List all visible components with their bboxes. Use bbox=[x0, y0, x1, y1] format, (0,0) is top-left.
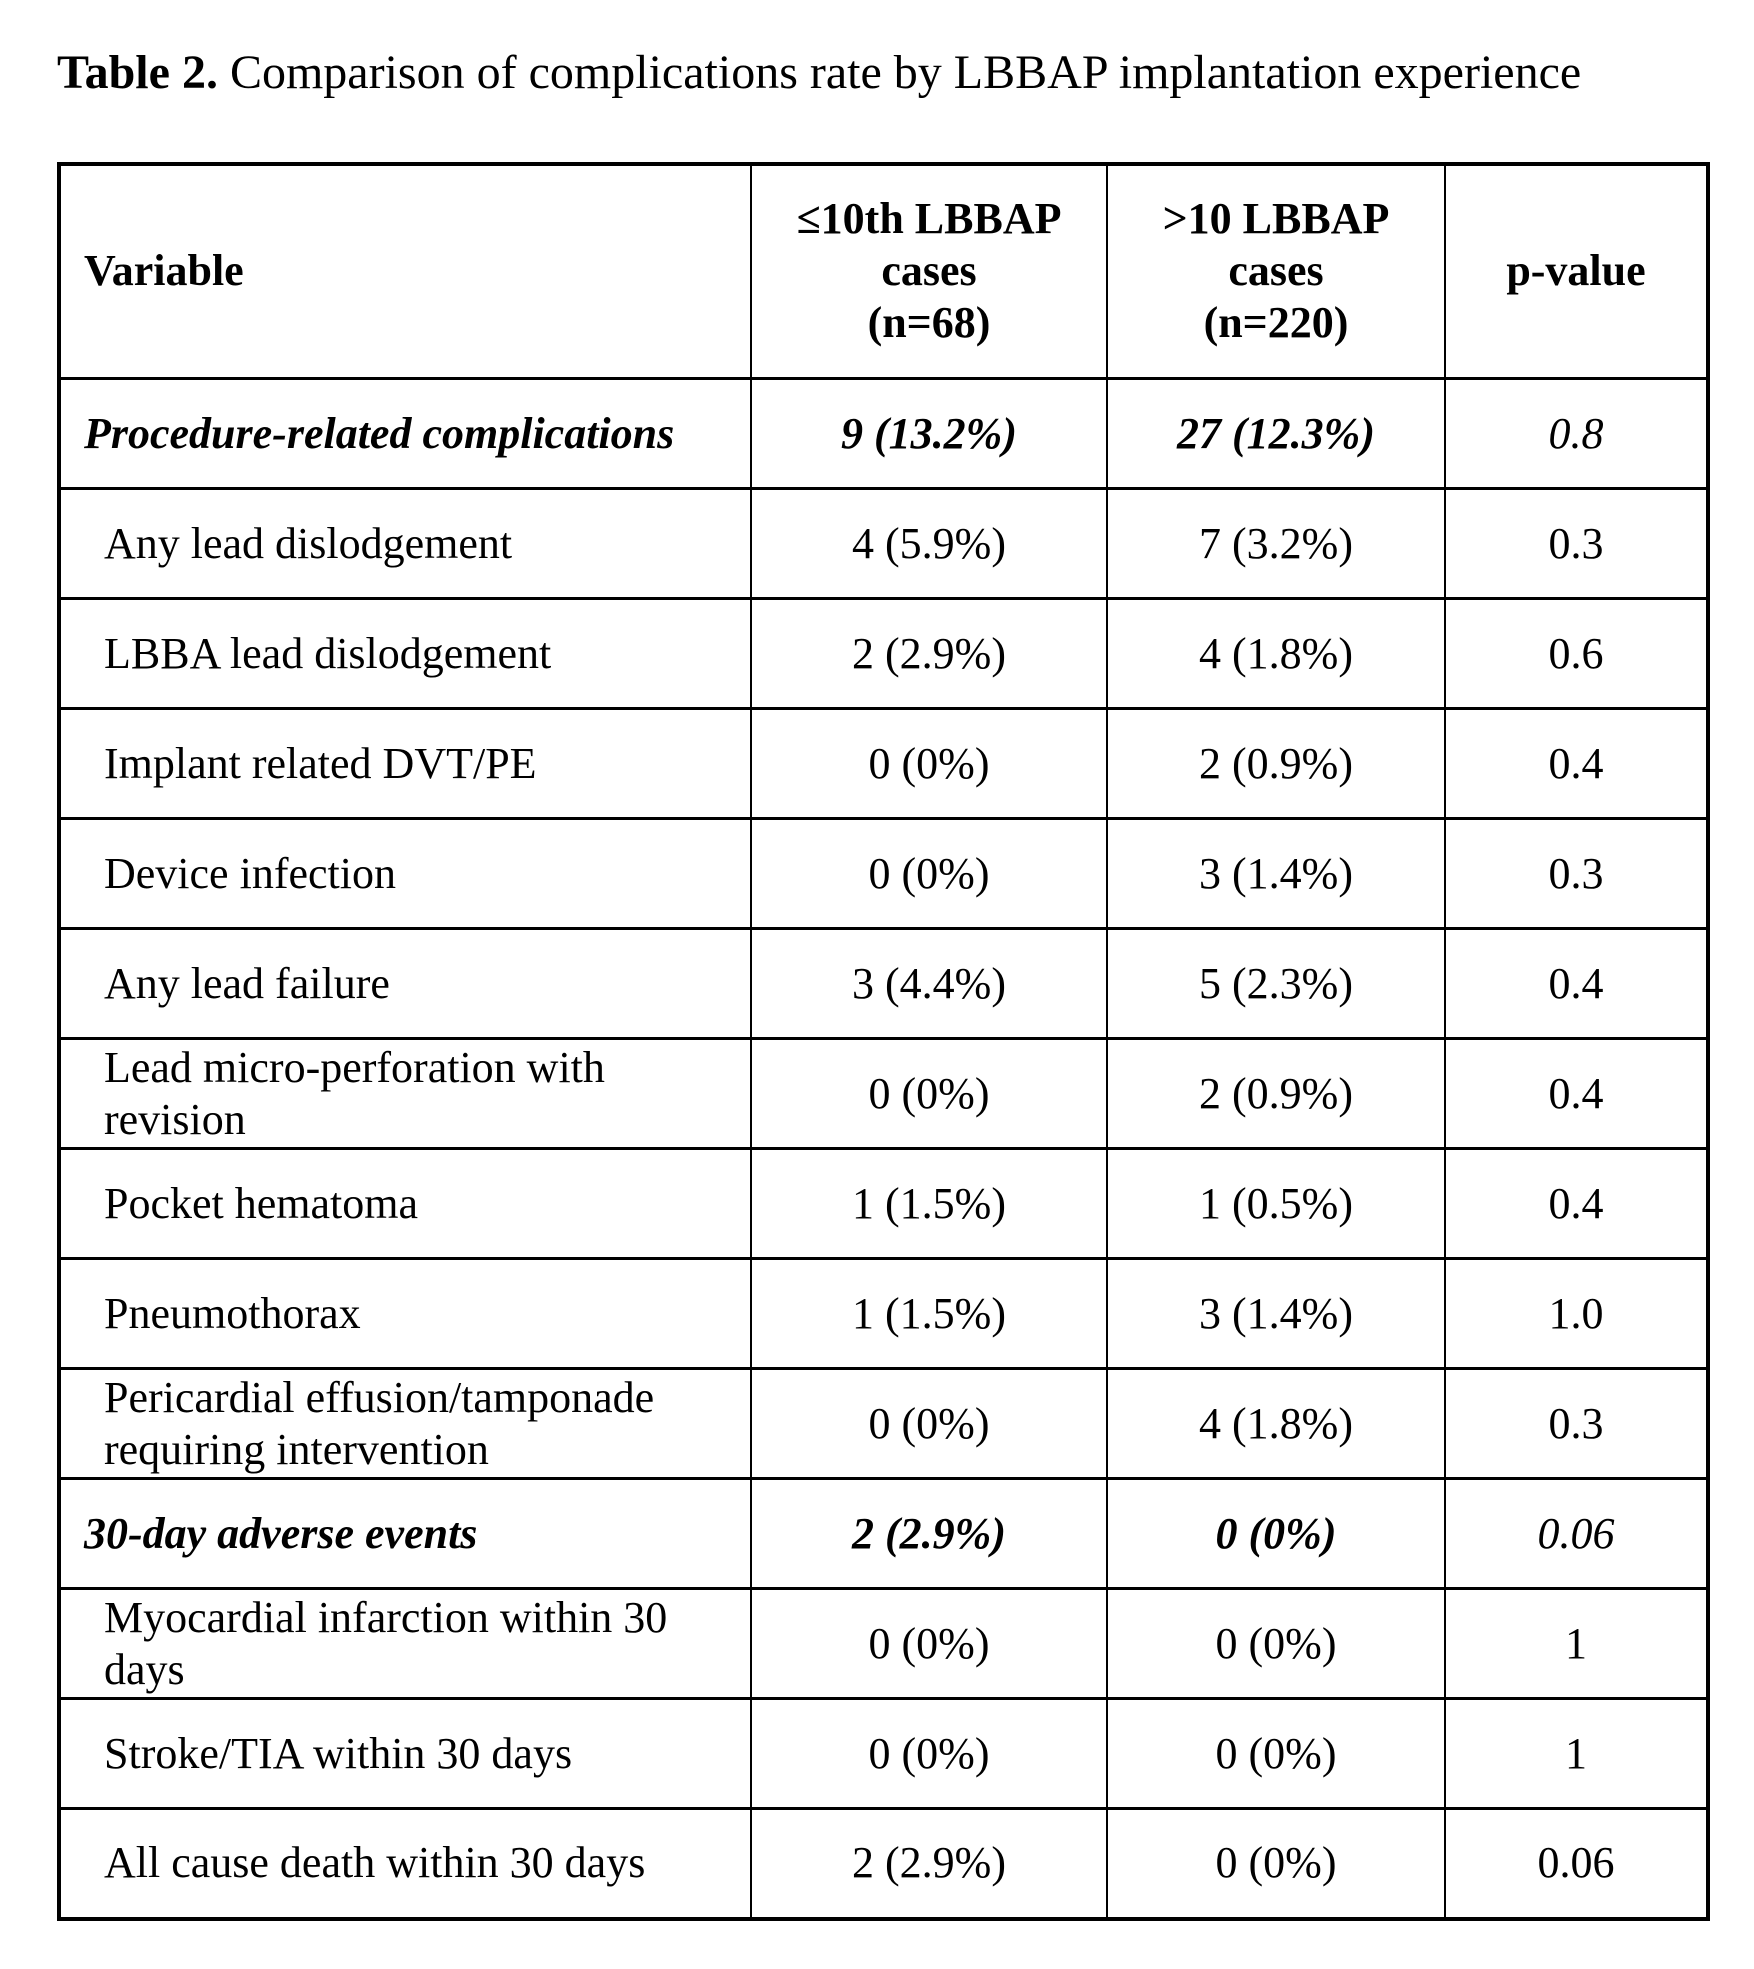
p-value-cell: 0.4 bbox=[1444, 1147, 1709, 1261]
row-any-lead-dislodgement: Any lead dislodgement 4 (5.9%) 7 (3.2%) … bbox=[58, 487, 1709, 601]
gt10-value-cell: 5 (2.3%) bbox=[1106, 927, 1446, 1041]
header-variable: Variable bbox=[58, 162, 752, 381]
variable-cell: Device infection bbox=[58, 817, 752, 931]
table-caption-label: Table 2. bbox=[57, 46, 218, 99]
row-lbba-lead-dislodgement: LBBA lead dislodgement 2 (2.9%) 4 (1.8%)… bbox=[58, 597, 1709, 711]
variable-cell: Stroke/TIA within 30 days bbox=[58, 1697, 752, 1811]
header-p-value: p-value bbox=[1444, 162, 1709, 381]
row-pocket-hematoma: Pocket hematoma 1 (1.5%) 1 (0.5%) 0.4 bbox=[58, 1147, 1709, 1261]
header-gt10-lbbap-cases: >10 LBBAP cases (n=220) bbox=[1106, 162, 1446, 381]
gt10-value-cell: 3 (1.4%) bbox=[1106, 817, 1446, 931]
variable-cell: Any lead failure bbox=[58, 927, 752, 1041]
p-value-cell: 1 bbox=[1444, 1587, 1709, 1701]
gt10-value-cell: 0 (0%) bbox=[1106, 1697, 1446, 1811]
row-any-lead-failure: Any lead failure 3 (4.4%) 5 (2.3%) 0.4 bbox=[58, 927, 1709, 1041]
le10-value-cell: 0 (0%) bbox=[750, 1037, 1108, 1151]
le10-value-cell: 0 (0%) bbox=[750, 817, 1108, 931]
row-pericardial-effusion-tamponade: Pericardial effusion/tamponade requiring… bbox=[58, 1367, 1709, 1481]
variable-cell: 30-day adverse events bbox=[58, 1477, 752, 1591]
le10-value-cell: 1 (1.5%) bbox=[750, 1147, 1108, 1261]
row-stroke-tia-within-30-days: Stroke/TIA within 30 days 0 (0%) 0 (0%) … bbox=[58, 1697, 1709, 1811]
gt10-value-cell: 2 (0.9%) bbox=[1106, 1037, 1446, 1151]
gt10-value-cell: 1 (0.5%) bbox=[1106, 1147, 1446, 1261]
p-value-cell: 0.3 bbox=[1444, 1367, 1709, 1481]
variable-cell: Any lead dislodgement bbox=[58, 487, 752, 601]
le10-value-cell: 1 (1.5%) bbox=[750, 1257, 1108, 1371]
gt10-value-cell: 4 (1.8%) bbox=[1106, 597, 1446, 711]
row-pneumothorax: Pneumothorax 1 (1.5%) 3 (1.4%) 1.0 bbox=[58, 1257, 1709, 1371]
table-caption: Table 2. Comparison of complications rat… bbox=[57, 44, 1712, 102]
p-value-cell: 1 bbox=[1444, 1697, 1709, 1811]
variable-cell: All cause death within 30 days bbox=[58, 1807, 752, 1921]
row-30-day-adverse-events: 30-day adverse events 2 (2.9%) 0 (0%) 0.… bbox=[58, 1477, 1709, 1591]
le10-value-cell: 0 (0%) bbox=[750, 707, 1108, 821]
variable-cell: Pneumothorax bbox=[58, 1257, 752, 1371]
le10-value-cell: 2 (2.9%) bbox=[750, 1807, 1108, 1921]
p-value-cell: 0.06 bbox=[1444, 1477, 1709, 1591]
p-value-cell: 0.4 bbox=[1444, 707, 1709, 821]
gt10-value-cell: 0 (0%) bbox=[1106, 1807, 1446, 1921]
gt10-value-cell: 3 (1.4%) bbox=[1106, 1257, 1446, 1371]
variable-cell: LBBA lead dislodgement bbox=[58, 597, 752, 711]
variable-cell: Pericardial effusion/tamponade requiring… bbox=[58, 1367, 752, 1481]
table-caption-text: Comparison of complications rate by LBBA… bbox=[217, 46, 1582, 99]
le10-value-cell: 3 (4.4%) bbox=[750, 927, 1108, 1041]
row-all-cause-death-within-30-days: All cause death within 30 days 2 (2.9%) … bbox=[58, 1807, 1709, 1921]
le10-value-cell: 0 (0%) bbox=[750, 1697, 1108, 1811]
gt10-value-cell: 2 (0.9%) bbox=[1106, 707, 1446, 821]
row-device-infection: Device infection 0 (0%) 3 (1.4%) 0.3 bbox=[58, 817, 1709, 931]
row-procedure-related-complications: Procedure-related complications 9 (13.2%… bbox=[58, 377, 1709, 491]
le10-value-cell: 2 (2.9%) bbox=[750, 597, 1108, 711]
p-value-cell: 1.0 bbox=[1444, 1257, 1709, 1371]
variable-cell: Implant related DVT/PE bbox=[58, 707, 752, 821]
p-value-cell: 0.06 bbox=[1444, 1807, 1709, 1921]
variable-cell: Pocket hematoma bbox=[58, 1147, 752, 1261]
le10-value-cell: 4 (5.9%) bbox=[750, 487, 1108, 601]
gt10-value-cell: 0 (0%) bbox=[1106, 1477, 1446, 1591]
p-value-cell: 0.6 bbox=[1444, 597, 1709, 711]
le10-value-cell: 9 (13.2%) bbox=[750, 377, 1108, 491]
le10-value-cell: 0 (0%) bbox=[750, 1367, 1108, 1481]
header-row: Variable ≤10th LBBAP cases (n=68) >10 LB… bbox=[58, 162, 1709, 381]
complications-table: Variable ≤10th LBBAP cases (n=68) >10 LB… bbox=[57, 161, 1710, 1921]
variable-cell: Procedure-related complications bbox=[58, 377, 752, 491]
gt10-value-cell: 4 (1.8%) bbox=[1106, 1367, 1446, 1481]
variable-cell: Lead micro-perforation with revision bbox=[58, 1037, 752, 1151]
p-value-cell: 0.3 bbox=[1444, 487, 1709, 601]
variable-cell: Myocardial infarction within 30 days bbox=[58, 1587, 752, 1701]
row-myocardial-infarction-within-30-days: Myocardial infarction within 30 days 0 (… bbox=[58, 1587, 1709, 1701]
gt10-value-cell: 7 (3.2%) bbox=[1106, 487, 1446, 601]
le10-value-cell: 0 (0%) bbox=[750, 1587, 1108, 1701]
gt10-value-cell: 27 (12.3%) bbox=[1106, 377, 1446, 491]
p-value-cell: 0.4 bbox=[1444, 1037, 1709, 1151]
header-le10-lbbap-cases: ≤10th LBBAP cases (n=68) bbox=[750, 162, 1108, 381]
gt10-value-cell: 0 (0%) bbox=[1106, 1587, 1446, 1701]
row-implant-related-dvt-pe: Implant related DVT/PE 0 (0%) 2 (0.9%) 0… bbox=[58, 707, 1709, 821]
p-value-cell: 0.8 bbox=[1444, 377, 1709, 491]
p-value-cell: 0.3 bbox=[1444, 817, 1709, 931]
le10-value-cell: 2 (2.9%) bbox=[750, 1477, 1108, 1591]
row-lead-micro-perforation-with-revision: Lead micro-perforation with revision 0 (… bbox=[58, 1037, 1709, 1151]
p-value-cell: 0.4 bbox=[1444, 927, 1709, 1041]
